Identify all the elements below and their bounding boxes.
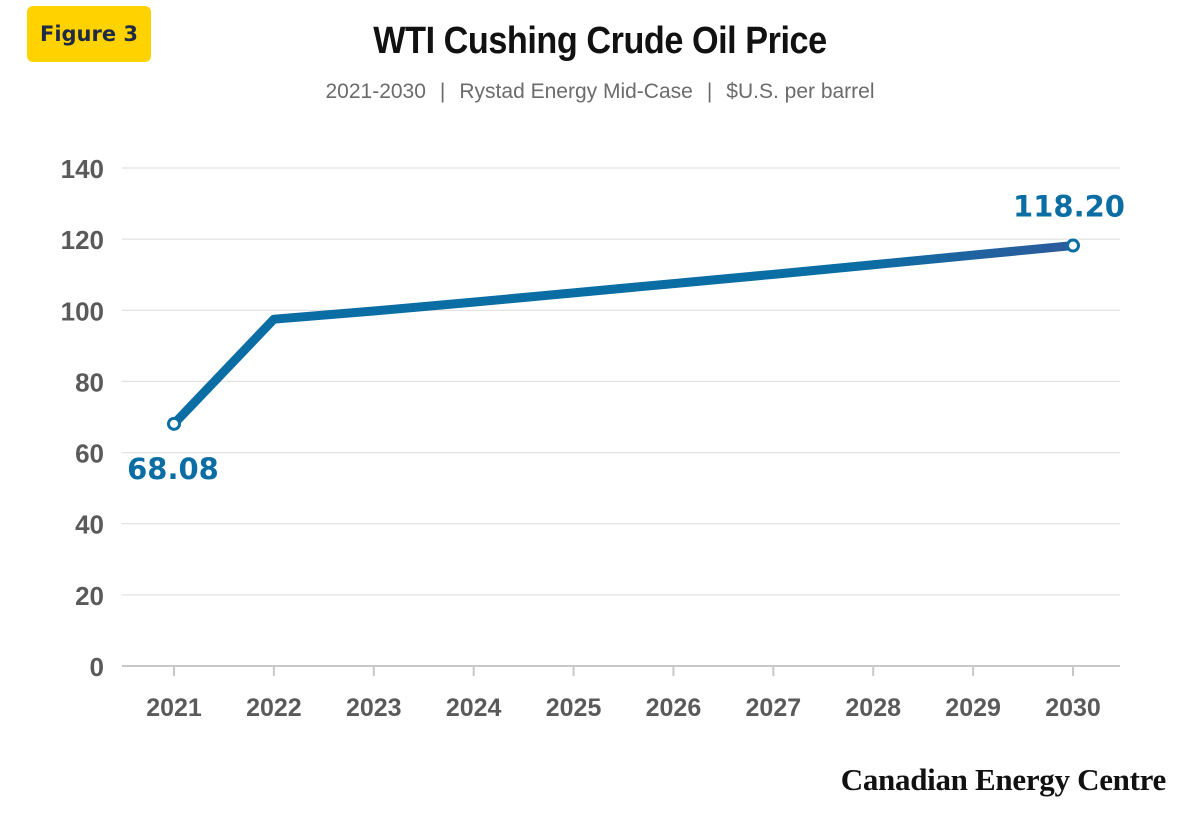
data-point-marker [1066, 238, 1080, 253]
y-tick-label: 60 [75, 439, 104, 469]
x-tick-label: 2023 [346, 694, 402, 722]
x-tick-label: 2027 [746, 694, 802, 722]
series-line [169, 241, 1078, 429]
data-label: 118.20 [1013, 190, 1125, 224]
x-tick-label: 2028 [845, 694, 901, 722]
subtitle-unit: $U.S. per barrel [726, 80, 875, 103]
y-tick-label: 20 [75, 581, 104, 611]
x-tick-label: 2021 [146, 694, 202, 722]
x-tick-label: 2030 [1045, 694, 1101, 722]
x-tick-label: 2025 [546, 694, 602, 722]
y-tick-label: 40 [75, 510, 104, 540]
y-tick-label: 100 [61, 296, 104, 326]
y-tick-label: 140 [61, 154, 104, 184]
subtitle-source: Rystad Energy Mid-Case [459, 80, 693, 103]
chart-subtitle: 2021-2030 | Rystad Energy Mid-Case | $U.S. p… [0, 80, 1200, 104]
y-tick-label: 80 [75, 367, 104, 397]
y-tick-label: 0 [90, 652, 104, 682]
data-label: 68.08 [127, 452, 219, 486]
x-tick-label: 2026 [646, 694, 702, 722]
subtitle-period: 2021-2030 [325, 80, 426, 103]
data-point-marker [167, 416, 181, 431]
x-tick-label: 2029 [945, 694, 1001, 722]
brand-logo: Canadian Energy Centre [840, 762, 1167, 797]
y-tick-label: 120 [61, 225, 104, 255]
subtitle-separator: | [439, 80, 446, 103]
x-tick-label: 2024 [446, 694, 502, 722]
chart-title: WTI Cushing Crude Oil Price [373, 20, 827, 62]
subtitle-separator: | [706, 80, 713, 103]
x-tick-label: 2022 [246, 694, 302, 722]
figure-badge: Figure 3 [27, 6, 151, 62]
